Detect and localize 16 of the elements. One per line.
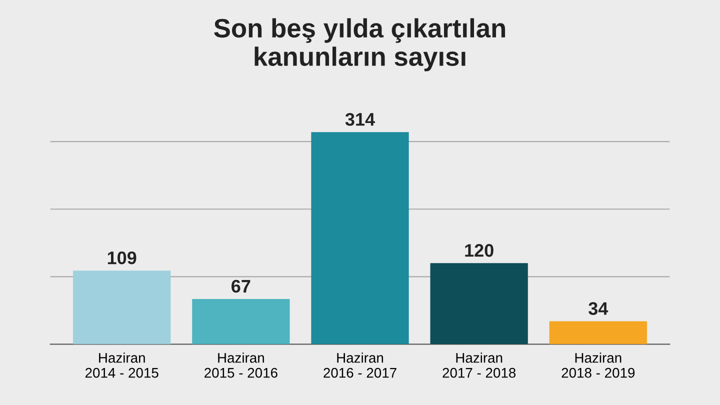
x-tick-label: Haziran 2017 - 2018 <box>442 352 516 378</box>
x-tick-label: Haziran 2014 - 2015 <box>85 352 158 378</box>
bar <box>73 270 171 344</box>
x-tick-label: Haziran 2016 - 2017 <box>324 352 396 378</box>
data-label: 34 <box>588 302 608 315</box>
data-label: 109 <box>108 251 136 264</box>
bar <box>430 263 528 344</box>
data-label: 120 <box>465 244 494 257</box>
data-label: 67 <box>232 280 250 293</box>
x-tick-label: Haziran 2018 - 2019 <box>562 352 635 378</box>
data-label: 314 <box>345 112 375 126</box>
bar <box>549 321 647 344</box>
x-tick-label: Haziran 2015 - 2016 <box>204 352 278 378</box>
bar <box>192 298 290 344</box>
bar <box>311 132 409 344</box>
chart-title: Son beş yılda çıkartılan kanunların sayısı <box>214 18 506 72</box>
